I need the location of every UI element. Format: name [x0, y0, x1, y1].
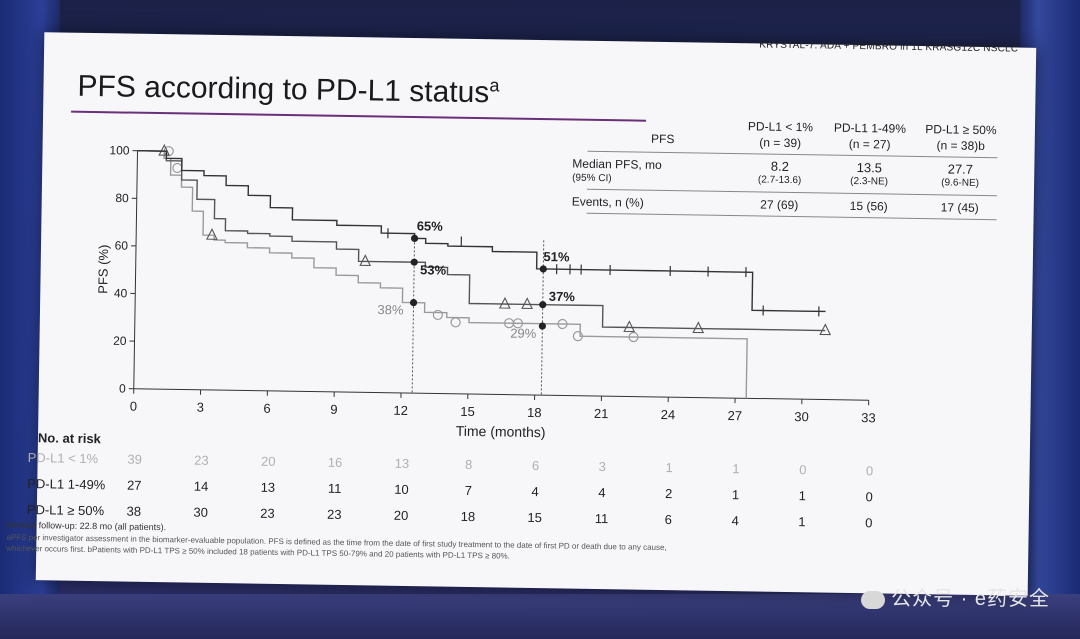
y-axis-label: PFS (%)	[95, 245, 111, 294]
risk-count: 13	[394, 455, 410, 472]
risk-row-label: PD-L1 1-49%	[27, 476, 106, 493]
x-tick-label: 18	[527, 405, 542, 420]
x-axis	[133, 388, 869, 401]
km-chart: 0 3 6 9 12 15 18 21 24 27 30 33 0 20 40 60 80 100 Time (mo…	[95, 143, 876, 440]
risk-count: 1	[798, 488, 807, 504]
censor-marker-circle	[432, 309, 443, 321]
risk-count: 2	[664, 486, 673, 502]
y-tick-label: 80	[115, 191, 129, 205]
watermark: 公众号 · e药安全	[861, 582, 1050, 611]
risk-count: 4	[731, 513, 739, 529]
landmark-point	[539, 301, 547, 309]
landmark-label: 53%	[420, 262, 447, 277]
landmark-point	[410, 234, 419, 242]
landmark-label: 37%	[549, 289, 576, 304]
risk-count: 18	[460, 508, 476, 525]
risk-count: 6	[664, 512, 673, 528]
censor-marker-triangle	[692, 321, 705, 334]
risk-count: 0	[865, 463, 874, 479]
x-tick-label: 30	[794, 409, 809, 424]
x-tick-label: 12	[393, 403, 408, 418]
risk-count: 10	[394, 481, 409, 498]
risk-count: 0	[799, 462, 807, 478]
risk-count: 3	[598, 459, 607, 475]
x-tick-label: 0	[130, 399, 137, 414]
risk-count: 1	[731, 487, 740, 503]
risk-count: 13	[260, 479, 276, 495]
risk-count: 1	[798, 514, 806, 530]
censor-marker-circle	[572, 331, 583, 342]
x-tick-label: 21	[594, 406, 609, 421]
censor-marker-triangle	[819, 323, 832, 336]
x-tick-label: 33	[861, 410, 876, 425]
km-curve-3	[137, 150, 826, 313]
y-tick-label: 100	[109, 143, 130, 157]
x-tick-label: 24	[661, 407, 676, 422]
risk-count: 7	[464, 482, 473, 499]
risk-count: 27	[126, 477, 142, 493]
risk-count: 8	[464, 456, 473, 473]
censor-marker-triangle	[521, 297, 533, 310]
risk-count: 23	[260, 505, 275, 521]
y-tick-label: 60	[115, 239, 129, 253]
y-tick-label: 20	[113, 334, 127, 348]
landmark-point	[538, 322, 547, 330]
presentation-slide: KRYSTAL-7: ADA + PEMBRO in 1L KRASG12C N…	[6, 32, 1037, 596]
landmark-point	[539, 265, 547, 273]
censor-marker-circle	[172, 162, 183, 174]
risk-count: 39	[127, 451, 143, 467]
risk-count: 6	[531, 457, 540, 474]
km-curve-1	[137, 150, 748, 399]
landmark-label: 38%	[377, 302, 404, 317]
censor-marker-circle	[557, 318, 568, 330]
landmark-point	[409, 299, 418, 307]
x-tick-label: 9	[330, 402, 337, 417]
risk-row-label: PD-L1 ≥ 50%	[26, 502, 105, 519]
y-tick-label: 0	[119, 381, 126, 395]
risk-count: 1	[665, 460, 673, 476]
risk-count: 11	[594, 510, 609, 527]
risk-count: 0	[865, 489, 873, 505]
km-curve-2	[137, 150, 826, 332]
censor-marker-triangle	[158, 143, 171, 156]
censor-marker-triangle	[205, 227, 218, 240]
risk-count: 20	[393, 507, 409, 524]
risk-count: 1	[732, 461, 740, 477]
risk-count: 15	[527, 509, 543, 526]
censor-marker-circle	[512, 318, 524, 329]
risk-count: 4	[598, 485, 606, 501]
landmark-label: 29%	[510, 326, 537, 341]
risk-count: 23	[326, 506, 342, 522]
watermark-text: 公众号 · e药安全	[891, 588, 1050, 610]
risk-count: 14	[193, 478, 209, 494]
censor-marker-triangle	[359, 254, 372, 267]
censor-marker-circle	[450, 317, 461, 328]
x-tick-label: 3	[197, 400, 204, 415]
landmark-point	[410, 258, 418, 266]
x-tick-label: 27	[727, 408, 742, 423]
landmark-label: 51%	[543, 249, 570, 264]
landmark-label: 65%	[417, 218, 444, 233]
risk-count: 11	[327, 480, 342, 496]
risk-count: 4	[531, 483, 539, 500]
x-tick-label: 15	[460, 404, 475, 419]
risk-row-label: PD-L1 < 1%	[27, 450, 99, 467]
y-tick-label: 40	[114, 286, 128, 300]
risk-count: 23	[194, 452, 209, 468]
x-tick-label: 6	[263, 401, 270, 416]
stage-floor	[0, 594, 1080, 639]
risk-count: 0	[865, 515, 873, 531]
risk-count: 16	[327, 454, 343, 470]
x-axis-label: Time (months)	[456, 423, 546, 440]
censor-marker-circle	[628, 331, 639, 343]
censor-marker-triangle	[623, 320, 636, 333]
risk-table-title: No. at risk	[37, 430, 101, 447]
y-axis	[133, 150, 139, 389]
wechat-icon	[861, 590, 886, 609]
risk-count: 38	[126, 503, 142, 519]
risk-count: 20	[260, 453, 276, 469]
risk-count: 30	[193, 504, 209, 520]
censor-marker-triangle	[498, 296, 511, 309]
